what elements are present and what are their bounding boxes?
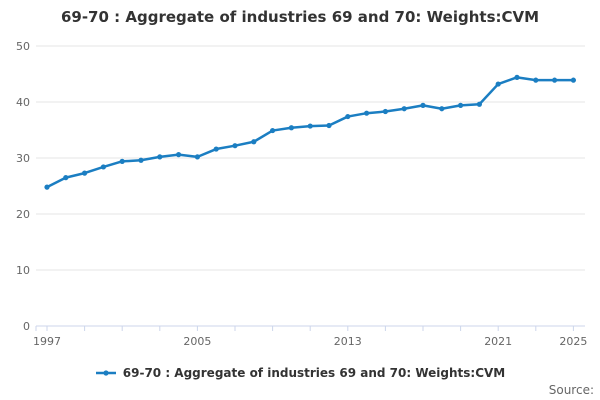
data-point[interactable]	[44, 184, 50, 190]
y-tick-label: 40	[16, 96, 30, 109]
data-point[interactable]	[270, 127, 276, 134]
y-tick-label: 20	[16, 208, 30, 221]
data-point[interactable]	[439, 106, 445, 112]
data-point[interactable]	[570, 77, 577, 83]
data-point[interactable]	[213, 146, 219, 152]
data-point[interactable]	[119, 158, 125, 164]
data-point[interactable]	[345, 113, 351, 120]
data-point[interactable]	[176, 152, 182, 158]
x-tick-label: 1997	[33, 335, 61, 348]
y-tick-label: 10	[16, 264, 30, 277]
y-tick-label: 30	[16, 152, 30, 165]
plot-area: 0 10 20 30 40 50 1997 2005 2013 2021 2025	[16, 40, 587, 348]
y-tick-label: 0	[23, 320, 30, 333]
series-line[interactable]	[45, 76, 575, 189]
data-point[interactable]	[401, 106, 407, 112]
chart-title: 69-70 : Aggregate of industries 69 and 7…	[60, 8, 540, 26]
data-point[interactable]	[382, 108, 388, 115]
data-point[interactable]	[533, 77, 539, 83]
data-point[interactable]	[495, 81, 501, 87]
data-point[interactable]	[420, 102, 426, 108]
data-point[interactable]	[552, 77, 558, 83]
data-point[interactable]	[63, 175, 69, 181]
source-note: Source:	[548, 383, 594, 397]
data-point[interactable]	[82, 170, 88, 176]
data-point[interactable]	[157, 154, 163, 160]
data-point[interactable]	[288, 125, 294, 131]
data-point[interactable]	[194, 154, 200, 160]
data-point[interactable]	[251, 139, 257, 145]
data-point[interactable]	[138, 157, 144, 163]
data-point[interactable]	[232, 143, 238, 149]
x-tick-label: 2021	[484, 335, 512, 348]
x-tick-label: 2013	[334, 335, 362, 348]
legend-series-icon	[95, 370, 116, 376]
x-tick-label: 2005	[183, 335, 211, 348]
data-point[interactable]	[458, 102, 464, 108]
x-tick-label: 2025	[559, 335, 587, 348]
legend-label: 69-70 : Aggregate of industries 69 and 7…	[122, 366, 506, 380]
data-point[interactable]	[100, 164, 106, 170]
data-point[interactable]	[514, 74, 520, 80]
data-point[interactable]	[307, 123, 313, 129]
legend-item[interactable]: 69-70 : Aggregate of industries 69 and 7…	[0, 364, 600, 382]
data-point[interactable]	[476, 101, 482, 107]
y-tick-label: 50	[16, 40, 30, 53]
data-point[interactable]	[364, 110, 370, 116]
data-point[interactable]	[326, 122, 332, 129]
